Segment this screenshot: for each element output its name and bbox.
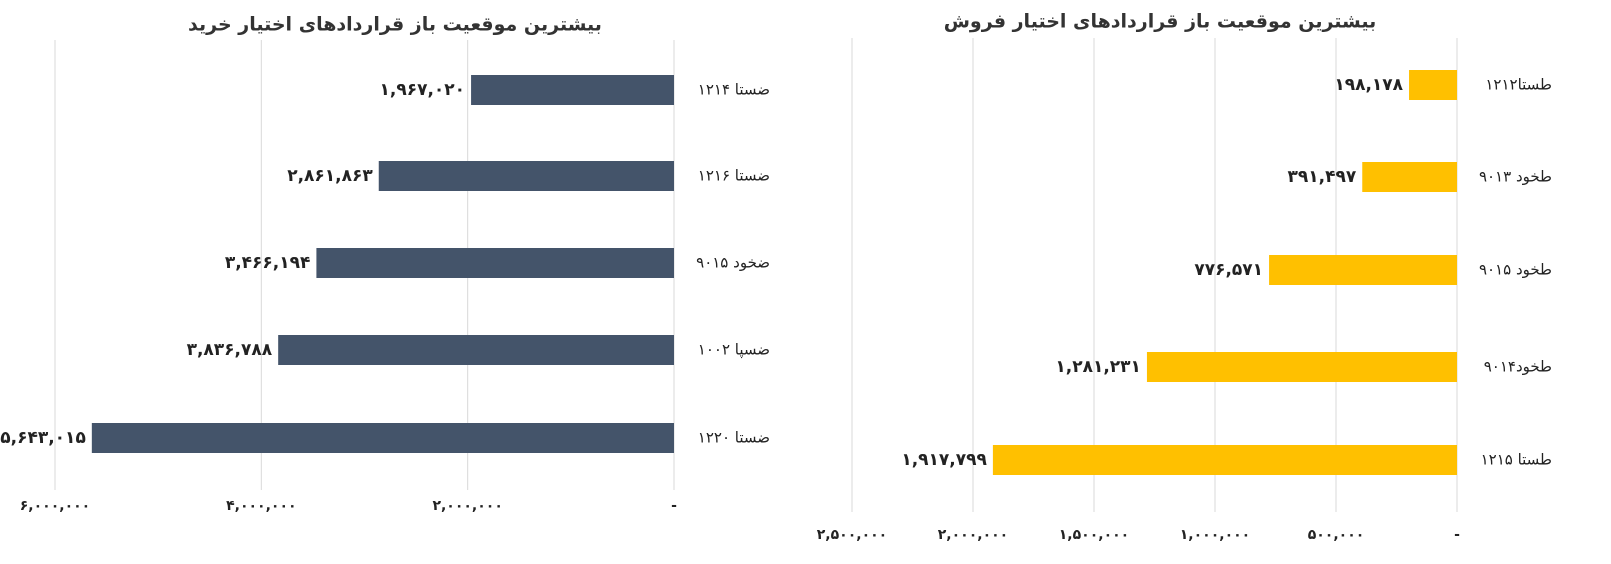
value-label: ۲,۸۶۱,۸۶۳ bbox=[287, 166, 373, 186]
chart-title: بیشترین موقعیت باز قراردادهای اختیار فرو… bbox=[944, 11, 1377, 33]
category-label: طستا۱۲۱۲ bbox=[1485, 76, 1552, 94]
x-tick-label: ۲,۰۰۰,۰۰۰ bbox=[938, 527, 1008, 543]
value-label: ۱,۹۱۷,۷۹۹ bbox=[901, 450, 987, 470]
bar bbox=[1269, 255, 1457, 285]
bar bbox=[316, 248, 674, 278]
value-label: ۷۷۶,۵۷۱ bbox=[1194, 260, 1263, 280]
bar bbox=[1409, 70, 1457, 100]
bar bbox=[992, 445, 1457, 475]
category-label: ضستا ۱۲۲۰ bbox=[698, 429, 770, 447]
category-label: ضستا ۱۲۱۶ bbox=[698, 167, 770, 185]
value-label: ۱۹۸,۱۷۸ bbox=[1334, 75, 1403, 95]
bar bbox=[91, 423, 674, 453]
x-tick-label: ۱,۰۰۰,۰۰۰ bbox=[1180, 527, 1250, 543]
x-tick-label: ۴,۰۰۰,۰۰۰ bbox=[226, 498, 296, 514]
x-tick-label: ۱,۵۰۰,۰۰۰ bbox=[1059, 527, 1129, 543]
bar bbox=[378, 161, 674, 191]
value-label: ۵,۶۴۳,۰۱۵ bbox=[0, 428, 86, 448]
x-tick-label: ۲,۰۰۰,۰۰۰ bbox=[432, 498, 502, 514]
value-label: ۳,۸۳۶,۷۸۸ bbox=[187, 340, 273, 360]
x-tick-label: - bbox=[671, 498, 677, 514]
bar bbox=[1146, 352, 1457, 382]
x-tick-label: ۶,۰۰۰,۰۰۰ bbox=[20, 498, 90, 514]
x-tick-label: ۵۰۰,۰۰۰ bbox=[1308, 527, 1365, 543]
bar bbox=[1362, 162, 1457, 192]
value-label: ۳۹۱,۴۹۷ bbox=[1288, 167, 1357, 187]
category-label: ضخود ۹۰۱۵ bbox=[696, 254, 770, 272]
bar bbox=[278, 335, 674, 365]
x-tick-label: - bbox=[1454, 527, 1460, 543]
x-tick-label: ۲,۵۰۰,۰۰۰ bbox=[817, 527, 887, 543]
category-label: طستا ۱۲۱۵ bbox=[1481, 451, 1552, 469]
category-label: طخود۹۰۱۴ bbox=[1484, 358, 1552, 376]
chart-title: بیشترین موقعیت باز قراردادهای اختیار خری… bbox=[188, 14, 602, 36]
value-label: ۱,۹۶۷,۰۲۰ bbox=[380, 80, 466, 100]
category-label: ضستا ۱۲۱۴ bbox=[698, 81, 770, 99]
category-label: طخود ۹۰۱۳ bbox=[1479, 168, 1552, 186]
value-label: ۳,۴۶۶,۱۹۴ bbox=[225, 253, 311, 273]
category-label: ضسپا ۱۰۰۲ bbox=[698, 341, 770, 360]
value-label: ۱,۲۸۱,۲۳۱ bbox=[1055, 357, 1141, 377]
bar bbox=[471, 75, 674, 105]
category-label: طخود ۹۰۱۵ bbox=[1479, 261, 1552, 279]
